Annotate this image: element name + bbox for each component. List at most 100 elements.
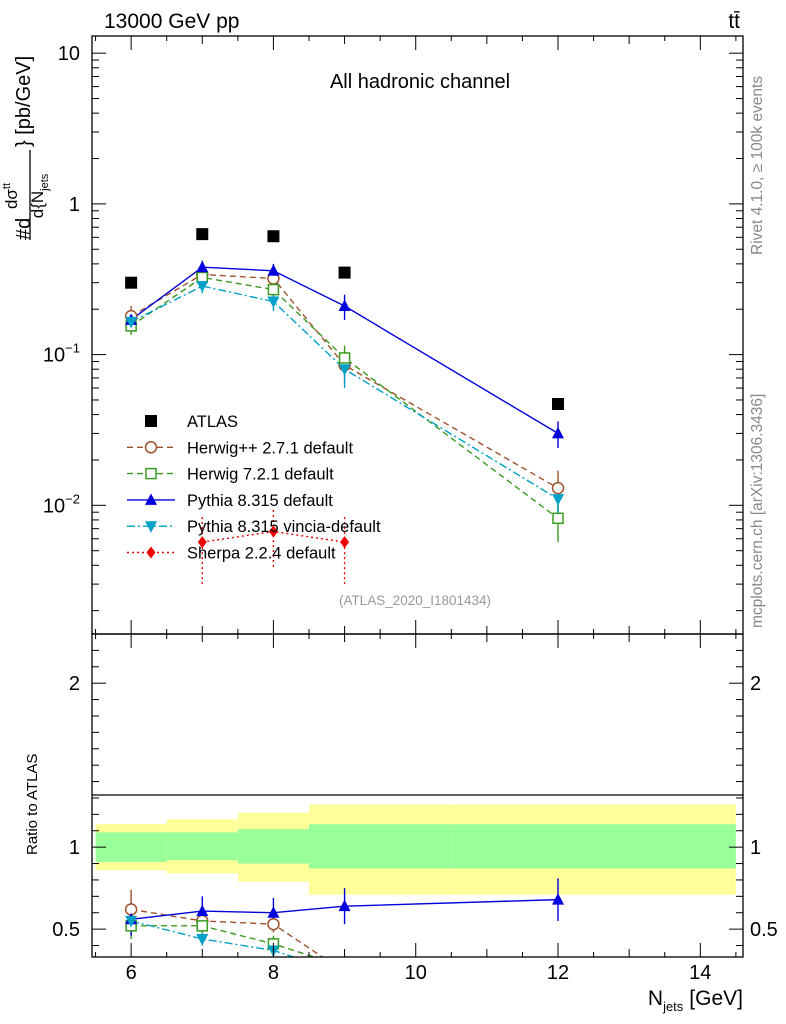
ratio-axis-ticks [92, 634, 743, 957]
xlabel-sub: jets [662, 999, 684, 1014]
ratio-y-label: Ratio to ATLAS [24, 754, 41, 855]
atlas-point [267, 230, 280, 243]
main-axis-ticks [92, 36, 743, 634]
mcplots-source-label: mcplots.cern.ch [arXiv:1306.3436] [749, 394, 766, 628]
pythia-8-315-vincia-default-point [552, 494, 565, 506]
ratio-pythia-8-315-default-point [267, 906, 280, 918]
legend-label-atlas: ATLAS [187, 413, 238, 431]
ratio-band-inner [451, 824, 736, 869]
ratio-pythia-8-315-vincia-default-point [339, 968, 351, 980]
pythia-8-315-default-point [196, 260, 209, 273]
ratio-y-tick-label-right: 1 [750, 837, 761, 859]
legend-marker-pythia-8-315-vincia-default [145, 521, 157, 533]
main-markers [124, 228, 565, 549]
herwig-7-2-1-default-point [338, 352, 351, 364]
pythia-8-315-vincia-default-point [125, 316, 138, 329]
ratio-band-inner [309, 824, 452, 869]
main-y-tick-label: 10−2 [43, 491, 80, 517]
legend-marker-herwig-2-7-1-default [144, 441, 158, 454]
pythia-8-315-vincia-default-line [130, 285, 559, 500]
ylabel-prefix: #d [13, 218, 35, 240]
ratio-pythia-8-315-vincia-default-point [125, 915, 138, 928]
pythia-8-315-vincia-default-point [338, 364, 351, 376]
legend-marker-atlas [145, 415, 157, 427]
ratio-y-tick-labels: 0.5 0.5 1 1 2 2 [52, 673, 778, 941]
main-title: All hadronic channel [330, 71, 510, 93]
pythia-8-315-vincia-default-point [267, 296, 280, 309]
herwig-7-2-1-default-line [130, 276, 559, 519]
x-axis-label: Njets [GeV] [648, 987, 743, 1014]
x-tick-label: 10 [405, 962, 427, 984]
x-tick-label: 14 [689, 962, 711, 984]
main-y-tick-label: 10 [58, 43, 80, 65]
pythia-8-315-default-point [552, 426, 565, 439]
ratio-band-inner [237, 829, 309, 864]
main-y-tick-label: 1 [69, 194, 80, 216]
svg-text:} [pb/GeV]: } [pb/GeV] [13, 56, 35, 147]
ratio-y-tick-label-right: 0.5 [750, 919, 778, 941]
ratio-y-tick-label-left: 2 [69, 673, 80, 695]
atlas-point [338, 266, 351, 279]
atlas-point [552, 398, 565, 411]
legend-label-pythia-8-315-default: Pythia 8.315 default [187, 492, 333, 510]
ratio-sherpa-2-2-4-default-line [202, 1008, 344, 1009]
ratio-y-tick-label-left: 0.5 [52, 919, 80, 941]
ratio-herwig-7-2-1-default-point [340, 962, 350, 972]
ratio-error-bars [130, 878, 559, 957]
ratio-sherpa-2-2-4-default-point [269, 1003, 278, 1015]
sherpa-2-2-4-default-point [268, 525, 278, 538]
ylabel-suffix: } [pb/GeV] [13, 56, 35, 147]
ratio-pythia-8-315-default-point [552, 893, 565, 905]
ratio-pythia-8-315-default-point [338, 899, 351, 912]
ratio-frame [91, 633, 744, 958]
ratio-band-inner [95, 832, 167, 862]
x-tick-label: 6 [126, 962, 137, 984]
analysis-label: (ATLAS_2020_I1801434) [339, 593, 491, 608]
pythia-8-315-default-point [267, 264, 280, 276]
ratio-sherpa-2-2-4-default-point [198, 1004, 207, 1016]
ratio-y-tick-label-left: 1 [69, 837, 80, 859]
rivet-version-label: Rivet 4.1.0, ≥ 100k events [749, 76, 766, 255]
ratio-herwig-2-7-1-default-line [131, 908, 324, 957]
xlabel-unit: [GeV] [689, 987, 743, 1010]
ylabel-numerator: dσ [2, 189, 21, 209]
xlabel-main: N [648, 987, 663, 1010]
legend-marker-herwig-7-2-1-default [145, 467, 157, 480]
atlas-point [196, 228, 209, 241]
pythia-8-315-default-point [338, 299, 351, 312]
main-y-label: #d dσtt d{Njets } [pb/GeV] [1, 56, 51, 240]
sherpa-2-2-4-default-point [197, 536, 207, 549]
main-y-tick-labels: 10 1 10−1 10−2 [43, 43, 80, 517]
legend: ATLAS Herwig++ 2.7.1 default Herwig 7.2.1 … [127, 413, 381, 563]
x-tick-label: 8 [268, 962, 279, 984]
energy-label: 13000 GeV pp [104, 10, 239, 33]
ratio-herwig-7-2-1-default-line [131, 925, 317, 957]
herwig-7-2-1-default-point [196, 271, 209, 284]
legend-label-pythia-8-315-vincia-default: Pythia 8.315 vincia-default [187, 518, 381, 536]
process-label: tt̄ [728, 10, 740, 33]
legend-marker-pythia-8-315-default [145, 493, 157, 505]
herwig-7-2-1-default-point [552, 512, 564, 525]
svg-text:d{Njets: d{Njets [28, 173, 51, 218]
x-tick-labels: 6 8 10 12 14 [126, 962, 712, 984]
svg-text:dσtt: dσtt [1, 183, 21, 209]
main-y-tick-label: 10−1 [43, 341, 80, 367]
ratio-band-inner [166, 832, 238, 861]
legend-label-herwig-7-2-1-default: Herwig 7.2.1 default [187, 466, 334, 484]
atlas-point [125, 276, 138, 289]
ratio-herwig-7-2-1-default-point [196, 920, 209, 932]
ratio-y-tick-label-right: 2 [750, 673, 761, 695]
legend-marker-sherpa-2-2-4-default [146, 546, 156, 559]
svg-text:#d: #d [13, 218, 35, 240]
ratio-panel: 0.5 0.51 12 2 6 8 10 12 14 Ratio to ATLAS Njets… [24, 633, 778, 1016]
sherpa-2-2-4-default-point [340, 536, 350, 549]
herwig-2-7-1-default-point [551, 481, 565, 495]
x-tick-label: 12 [547, 962, 569, 984]
ylabel-denominator: d{N [28, 191, 47, 218]
ratio-herwig-2-7-1-default-point [267, 917, 280, 931]
ylabel-denominator-sub: jets [39, 173, 51, 192]
ratio-herwig-2-7-1-default-point [339, 966, 350, 977]
legend-label-sherpa-2-2-4-default: Sherpa 2.2.4 default [187, 545, 336, 563]
legend-label-herwig-2-7-1-default: Herwig++ 2.7.1 default [187, 439, 353, 457]
